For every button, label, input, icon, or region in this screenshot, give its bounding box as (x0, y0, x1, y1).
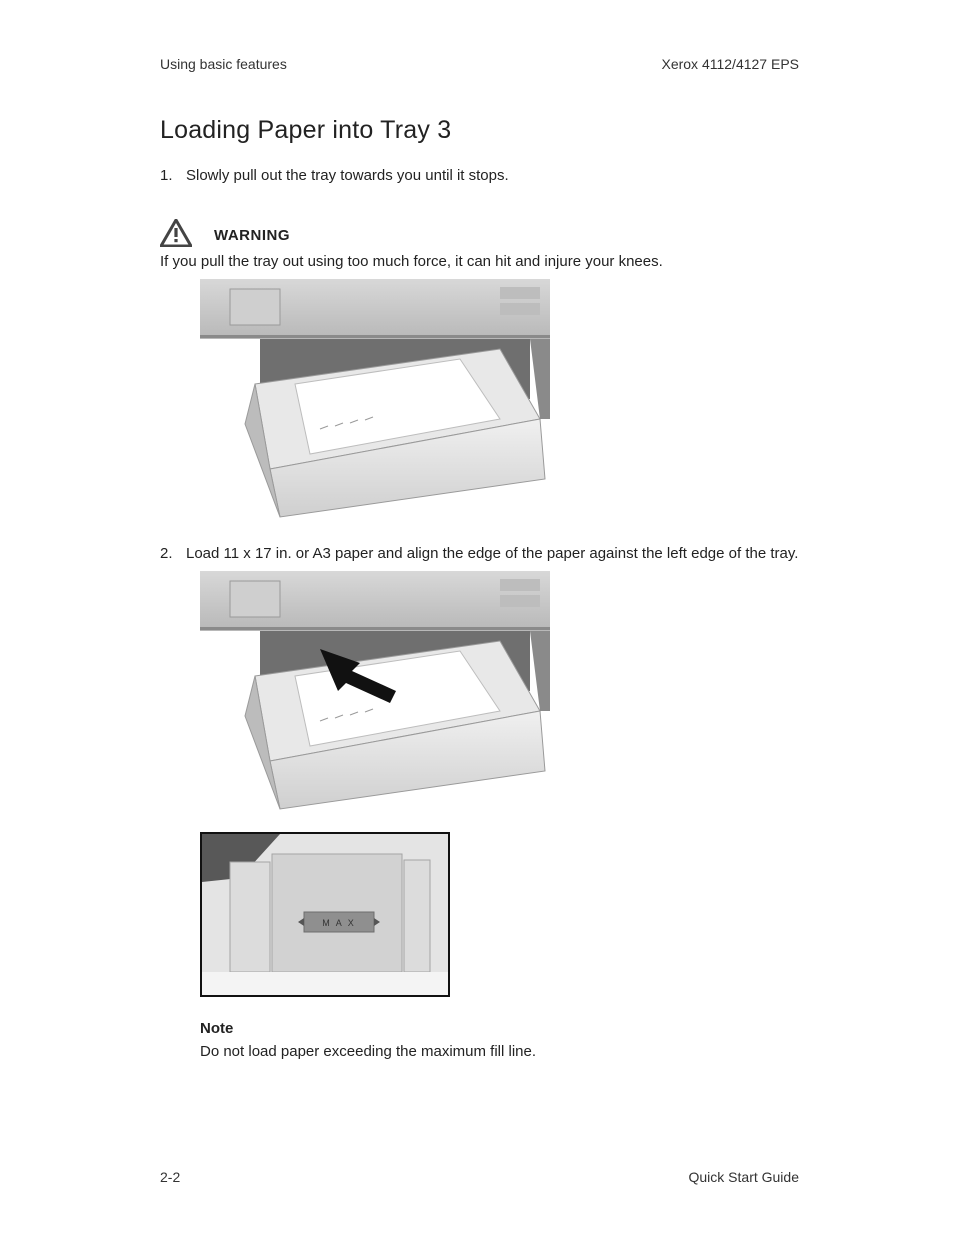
figure-tray-align-arrow (200, 571, 799, 818)
step-1: 1. Slowly pull out the tray towards you … (160, 165, 799, 525)
step-2: 2. Load 11 x 17 in. or A3 paper and alig… (160, 543, 799, 1063)
warning-block: WARNING If you pull the tray out using t… (160, 219, 799, 526)
step-text: Slowly pull out the tray towards you unt… (186, 167, 509, 184)
warning-icon (160, 219, 192, 247)
note-label: Note (200, 1018, 799, 1040)
warning-label: WARNING (214, 225, 290, 247)
step-number: 1. (160, 165, 173, 187)
figure-tray-pulled (200, 279, 799, 526)
figure-max-fill-line: M A X (200, 832, 799, 1004)
footer-left: 2-2 (160, 1169, 180, 1185)
svg-text:M A X: M A X (322, 918, 356, 928)
warning-text: If you pull the tray out using too much … (160, 251, 799, 273)
page-header: Using basic features Xerox 4112/4127 EPS (160, 56, 799, 72)
note-text: Do not load paper exceeding the maximum … (200, 1041, 799, 1063)
note-block: Note Do not load paper exceeding the max… (200, 1018, 799, 1064)
header-right: Xerox 4112/4127 EPS (661, 56, 799, 72)
section-title: Loading Paper into Tray 3 (160, 116, 799, 145)
step-list: 1. Slowly pull out the tray towards you … (160, 165, 799, 1063)
footer-right: Quick Start Guide (689, 1169, 800, 1185)
header-left: Using basic features (160, 56, 287, 72)
page-footer: 2-2 Quick Start Guide (160, 1169, 799, 1185)
warning-head: WARNING (160, 219, 799, 247)
page: Using basic features Xerox 4112/4127 EPS… (0, 0, 954, 1235)
step-text: Load 11 x 17 in. or A3 paper and align t… (186, 545, 798, 562)
step-number: 2. (160, 543, 173, 565)
